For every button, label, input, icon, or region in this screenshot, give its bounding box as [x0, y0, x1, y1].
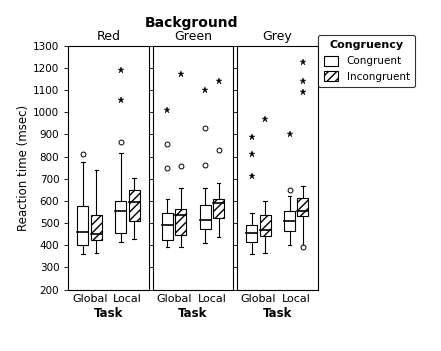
Y-axis label: Reaction time (msec): Reaction time (msec) [17, 105, 30, 231]
Bar [115, 201, 126, 233]
Title: Grey: Grey [262, 30, 292, 43]
Bar [200, 205, 211, 229]
Bar [91, 215, 102, 240]
Title: Green: Green [174, 30, 212, 43]
Text: Background: Background [145, 16, 239, 30]
Bar [162, 213, 173, 240]
Bar [246, 225, 257, 242]
Bar [78, 206, 89, 245]
Legend: Congruent, Incongruent: Congruent, Incongruent [318, 35, 415, 87]
X-axis label: Task: Task [178, 307, 208, 320]
Title: Red: Red [97, 30, 120, 43]
Bar [129, 190, 140, 221]
Bar [213, 199, 224, 218]
X-axis label: Task: Task [263, 307, 292, 320]
Bar [175, 208, 186, 235]
Bar [260, 215, 271, 236]
Bar [297, 198, 308, 216]
Bar [284, 211, 295, 231]
X-axis label: Task: Task [94, 307, 123, 320]
